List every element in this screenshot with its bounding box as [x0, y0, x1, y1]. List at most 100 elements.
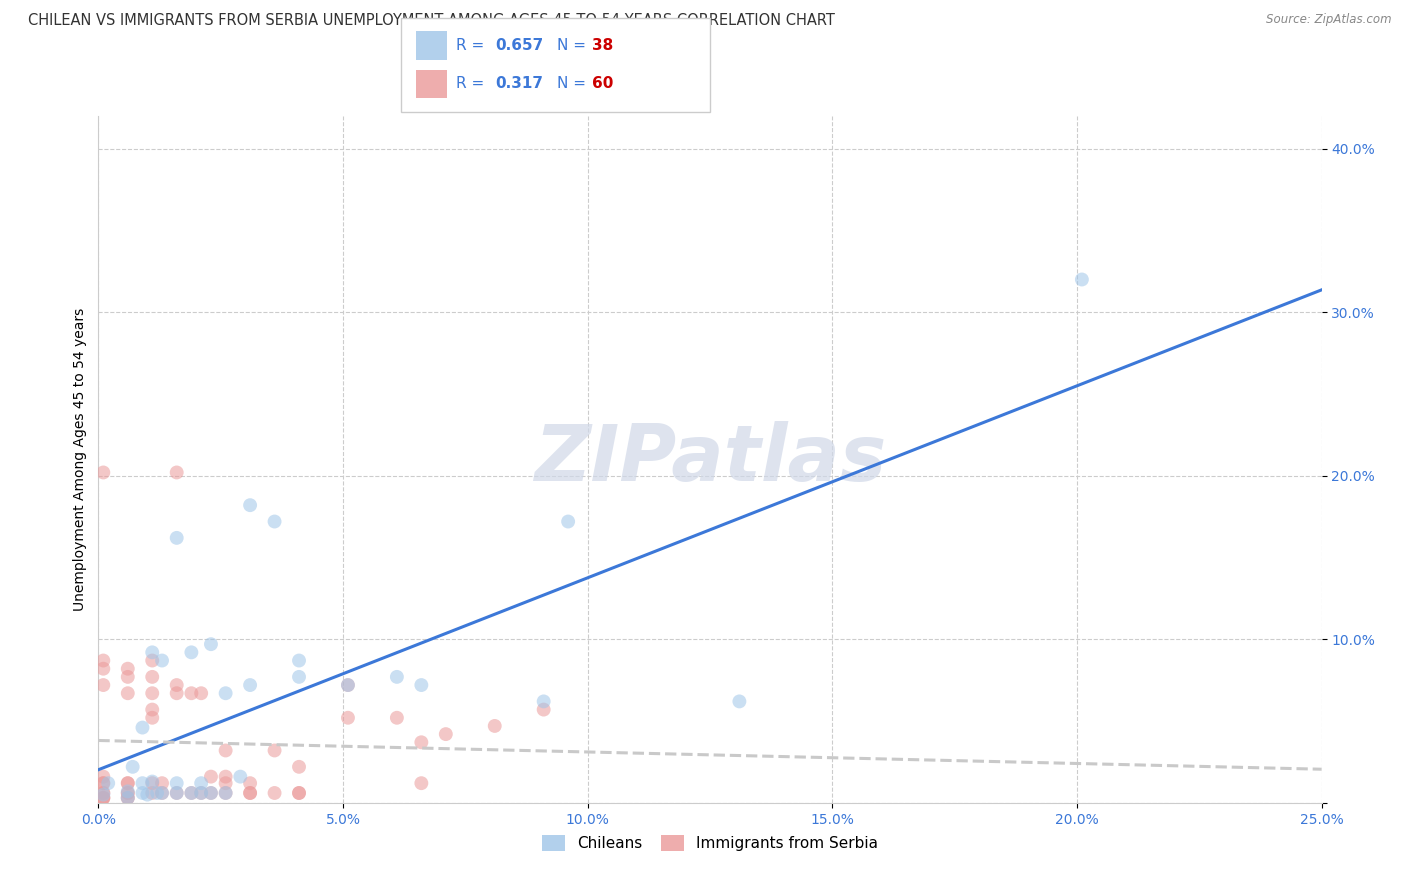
- Point: [411, 678, 433, 692]
- Point: [117, 686, 139, 700]
- Text: 0.657: 0.657: [495, 38, 543, 53]
- Point: [91, 791, 114, 805]
- Point: [180, 786, 202, 800]
- Y-axis label: Unemployment Among Ages 45 to 54 years: Unemployment Among Ages 45 to 54 years: [73, 308, 87, 611]
- Point: [150, 786, 173, 800]
- Point: [141, 786, 163, 800]
- Point: [180, 786, 202, 800]
- Point: [141, 686, 163, 700]
- Point: [214, 776, 236, 790]
- Text: 60: 60: [592, 77, 613, 91]
- Point: [200, 770, 222, 784]
- Point: [117, 776, 139, 790]
- Point: [336, 678, 359, 692]
- Point: [91, 791, 114, 805]
- Point: [214, 786, 236, 800]
- Point: [117, 791, 139, 805]
- Point: [91, 776, 114, 790]
- Point: [141, 703, 163, 717]
- Legend: Chileans, Immigrants from Serbia: Chileans, Immigrants from Serbia: [536, 829, 884, 857]
- Point: [91, 770, 114, 784]
- Point: [146, 786, 169, 800]
- Point: [117, 776, 139, 790]
- Point: [150, 786, 173, 800]
- Point: [117, 786, 139, 800]
- Point: [117, 662, 139, 676]
- Point: [121, 760, 143, 774]
- Point: [166, 786, 188, 800]
- Point: [91, 466, 114, 480]
- Point: [214, 743, 236, 757]
- Point: [141, 645, 163, 659]
- Point: [131, 776, 153, 790]
- Point: [239, 786, 262, 800]
- Point: [411, 776, 433, 790]
- Point: [434, 727, 457, 741]
- Point: [385, 711, 408, 725]
- Point: [214, 786, 236, 800]
- Point: [411, 735, 433, 749]
- Point: [91, 791, 114, 805]
- Point: [557, 515, 579, 529]
- Point: [200, 786, 222, 800]
- Point: [484, 719, 506, 733]
- Point: [288, 760, 311, 774]
- Point: [117, 791, 139, 805]
- Point: [141, 653, 163, 667]
- Point: [91, 786, 114, 800]
- Point: [166, 531, 188, 545]
- Point: [239, 786, 262, 800]
- Text: R =: R =: [456, 77, 489, 91]
- Point: [150, 776, 173, 790]
- Point: [166, 678, 188, 692]
- Point: [91, 776, 114, 790]
- Point: [336, 711, 359, 725]
- Point: [288, 786, 311, 800]
- Point: [91, 662, 114, 676]
- Text: N =: N =: [557, 77, 591, 91]
- Point: [336, 678, 359, 692]
- Text: N =: N =: [557, 38, 591, 53]
- Text: 0.317: 0.317: [495, 77, 543, 91]
- Text: Source: ZipAtlas.com: Source: ZipAtlas.com: [1267, 13, 1392, 27]
- Point: [385, 670, 408, 684]
- Point: [117, 670, 139, 684]
- Point: [533, 694, 555, 708]
- Point: [166, 786, 188, 800]
- Point: [117, 786, 139, 800]
- Point: [97, 776, 120, 790]
- Point: [263, 786, 285, 800]
- Point: [180, 686, 202, 700]
- Point: [91, 653, 114, 667]
- Point: [166, 466, 188, 480]
- Point: [190, 786, 212, 800]
- Point: [190, 786, 212, 800]
- Point: [166, 686, 188, 700]
- Point: [263, 743, 285, 757]
- Point: [141, 670, 163, 684]
- Point: [288, 670, 311, 684]
- Point: [1070, 272, 1092, 286]
- Point: [141, 774, 163, 789]
- Text: R =: R =: [456, 38, 489, 53]
- Point: [91, 786, 114, 800]
- Point: [190, 776, 212, 790]
- Point: [533, 703, 555, 717]
- Point: [229, 770, 252, 784]
- Point: [131, 721, 153, 735]
- Point: [136, 788, 159, 802]
- Text: ZIPatlas: ZIPatlas: [534, 421, 886, 498]
- Point: [288, 653, 311, 667]
- Point: [117, 784, 139, 798]
- Point: [288, 786, 311, 800]
- Text: CHILEAN VS IMMIGRANTS FROM SERBIA UNEMPLOYMENT AMONG AGES 45 TO 54 YEARS CORRELA: CHILEAN VS IMMIGRANTS FROM SERBIA UNEMPL…: [28, 13, 835, 29]
- Point: [728, 694, 751, 708]
- Point: [190, 686, 212, 700]
- Point: [200, 786, 222, 800]
- Point: [141, 776, 163, 790]
- Point: [180, 645, 202, 659]
- Point: [239, 498, 262, 512]
- Point: [166, 776, 188, 790]
- Point: [239, 776, 262, 790]
- Point: [214, 686, 236, 700]
